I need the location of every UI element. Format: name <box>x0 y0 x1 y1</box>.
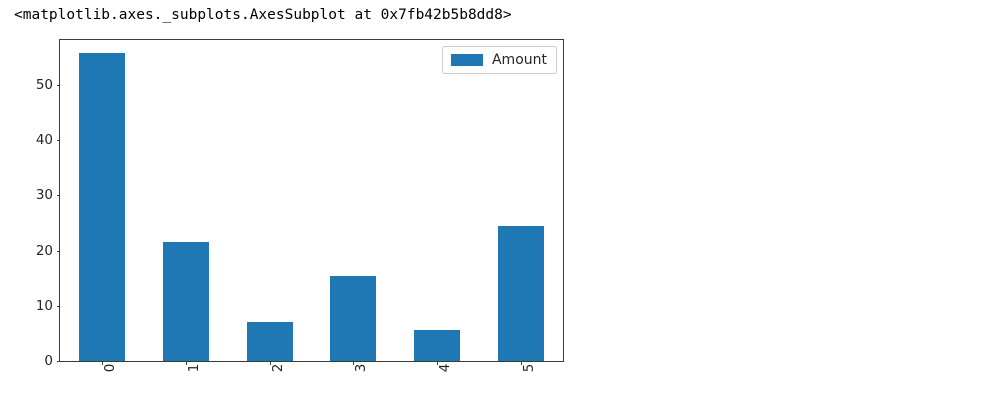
bar <box>498 226 545 361</box>
x-tick-mark <box>101 361 103 365</box>
x-tick-label: 1 <box>185 363 202 373</box>
x-tick-mark <box>437 361 439 365</box>
y-tick-label: 50 <box>35 76 53 93</box>
x-tick-label: 0 <box>101 363 118 373</box>
y-tick-label: 40 <box>35 132 53 148</box>
y-tick-mark <box>56 250 60 252</box>
y-tick-label: 30 <box>35 187 53 204</box>
y-tick-label: 20 <box>35 242 53 259</box>
x-tick-mark <box>353 361 355 365</box>
x-tick-mark <box>269 361 271 365</box>
legend-swatch-amount <box>450 54 483 66</box>
x-tick-label: 3 <box>353 363 370 373</box>
x-tick-mark <box>521 361 523 365</box>
x-tick-label: 2 <box>269 363 286 373</box>
matplotlib-figure: Amount 0 10 20 30 40 50 0 1 2 3 4 5 <box>0 28 620 400</box>
y-tick-mark <box>56 84 60 86</box>
bar <box>246 322 293 361</box>
x-tick-mark <box>185 361 187 365</box>
bar <box>78 52 125 361</box>
legend-label-amount: Amount <box>491 52 547 68</box>
y-tick-mark <box>56 195 60 197</box>
bar <box>330 275 377 361</box>
x-tick-label: 5 <box>521 363 538 373</box>
y-tick-label: 0 <box>44 353 53 369</box>
x-tick-label: 4 <box>437 363 454 373</box>
bar <box>162 242 209 361</box>
plot-surface <box>60 40 563 361</box>
repr-output-text: <matplotlib.axes._subplots.AxesSubplot a… <box>14 7 512 23</box>
chart-axes: Amount 0 10 20 30 40 50 0 1 2 3 4 5 <box>36 39 564 372</box>
y-tick-mark <box>56 140 60 141</box>
y-tick-mark <box>56 305 60 307</box>
y-tick-label: 10 <box>35 297 53 314</box>
y-tick-mark <box>56 361 60 362</box>
bar <box>414 330 461 361</box>
chart-legend: Amount <box>441 46 557 74</box>
